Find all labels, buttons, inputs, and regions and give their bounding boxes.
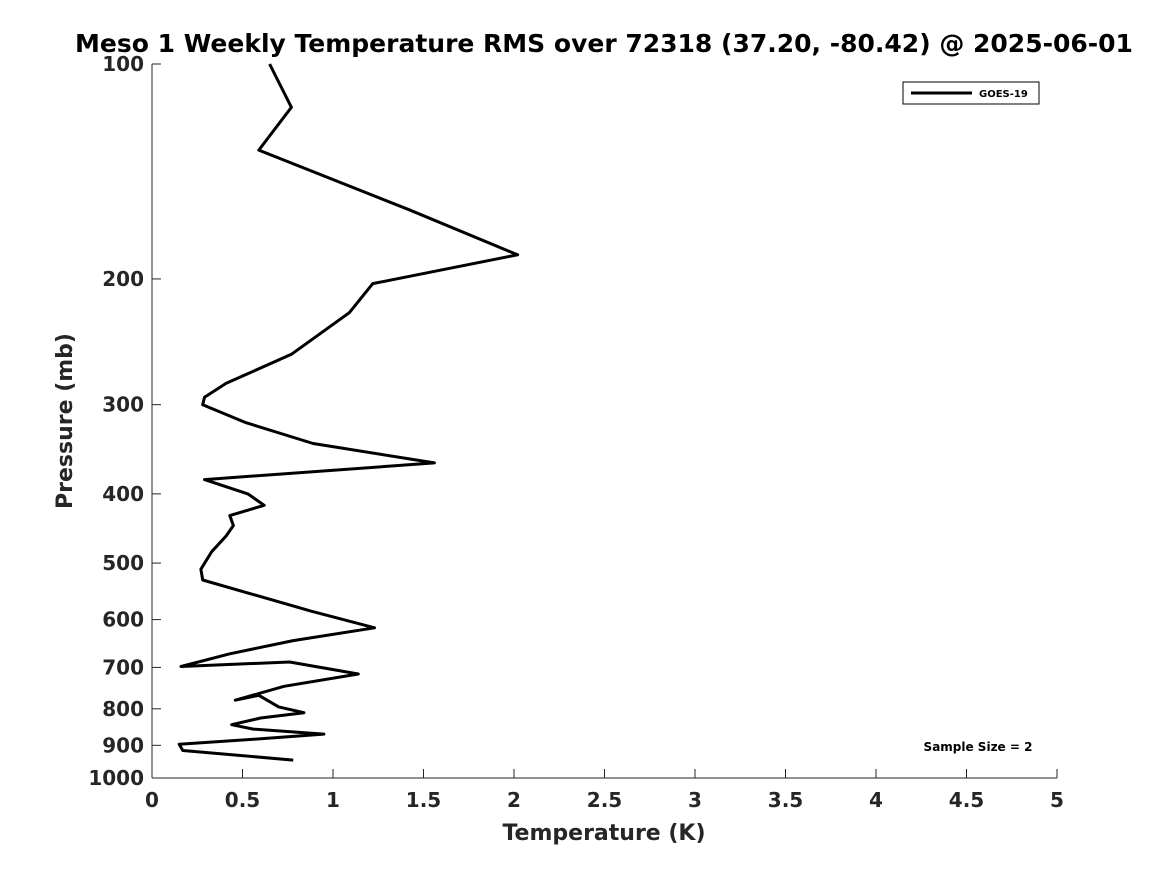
x-tick-label: 3.5 bbox=[768, 788, 803, 812]
x-tick-label: 1 bbox=[326, 788, 340, 812]
plot-area bbox=[151, 64, 1057, 779]
y-axis-label: Pressure (mb) bbox=[53, 333, 78, 509]
y-tick-label: 900 bbox=[102, 733, 144, 757]
y-tick-label: 100 bbox=[102, 52, 144, 76]
x-tick-label: 4.5 bbox=[949, 788, 984, 812]
x-tick-label: 3 bbox=[688, 788, 702, 812]
x-tick-label: 2.5 bbox=[587, 788, 622, 812]
x-tick-label: 5 bbox=[1050, 788, 1064, 812]
y-tick-label: 600 bbox=[102, 608, 144, 632]
chart-title: Meso 1 Weekly Temperature RMS over 72318… bbox=[75, 29, 1133, 58]
x-axis-label: Temperature (K) bbox=[502, 821, 705, 846]
x-tick-label: 1.5 bbox=[406, 788, 441, 812]
legend: GOES-19 bbox=[902, 81, 1040, 105]
y-tick-label: 700 bbox=[102, 655, 144, 679]
x-tick-label: 2 bbox=[507, 788, 521, 812]
x-tick-label: 0 bbox=[145, 788, 159, 812]
series-line-goes-19 bbox=[177, 63, 520, 762]
series-layer bbox=[177, 63, 520, 762]
y-tick-label: 1000 bbox=[88, 766, 144, 790]
y-tick-label: 800 bbox=[102, 697, 144, 721]
x-tick-label: 4 bbox=[869, 788, 883, 812]
y-axis-ticks: 100 200 300 400 500 600 700 800 900 1000 bbox=[88, 52, 161, 790]
y-tick-label: 300 bbox=[102, 393, 144, 417]
y-tick-label: 400 bbox=[102, 482, 144, 506]
y-tick-label: 500 bbox=[102, 551, 144, 575]
x-tick-label: 0.5 bbox=[225, 788, 260, 812]
x-axis-ticks: 0 0.5 1 1.5 2 2.5 3 3.5 4 4.5 5 bbox=[145, 769, 1064, 812]
y-tick-label: 200 bbox=[102, 267, 144, 291]
sample-size-annotation: Sample Size = 2 bbox=[924, 740, 1033, 754]
legend-entry-goes-19: GOES-19 bbox=[979, 89, 1028, 100]
